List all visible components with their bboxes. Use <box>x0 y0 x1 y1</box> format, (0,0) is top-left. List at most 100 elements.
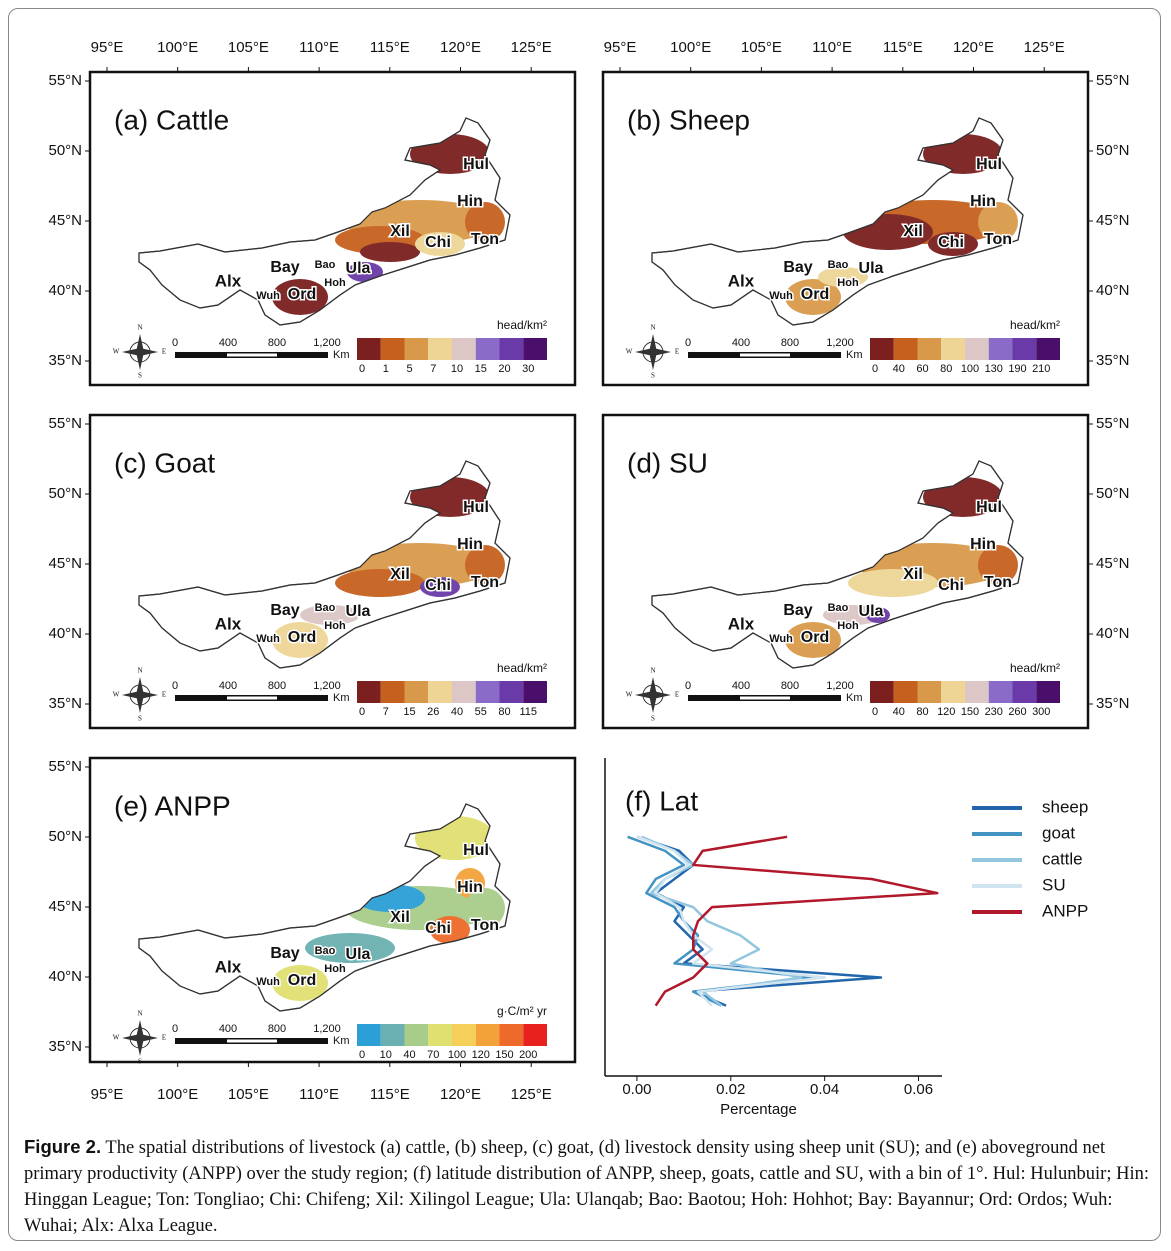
legend-unit: head/km² <box>1010 318 1060 332</box>
legend-swatch <box>428 338 452 360</box>
scale-label: 800 <box>781 337 799 349</box>
scale-label: 800 <box>781 680 799 692</box>
legend-unit: head/km² <box>1010 661 1060 675</box>
legend-swatch <box>894 681 918 703</box>
legend-swatch <box>405 338 429 360</box>
compass-letter: E <box>162 348 166 356</box>
region-label: Ton <box>984 231 1012 248</box>
raster-patch <box>335 569 425 597</box>
region-label: Bao <box>828 602 849 614</box>
lon-tick-label: 120°E <box>440 1086 481 1103</box>
legend-swatch <box>1013 338 1037 360</box>
legend-label: 0 <box>359 363 365 375</box>
lat-tick-label: 40°N <box>48 968 82 985</box>
scale-label: 400 <box>219 680 237 692</box>
region-label: Ord <box>801 629 829 646</box>
region-label: Bay <box>270 259 299 276</box>
legend-swatch <box>500 681 524 703</box>
scale-label: 0 <box>172 1023 178 1035</box>
lon-tick-label: 100°E <box>670 39 711 56</box>
region-label: Hul <box>463 842 489 859</box>
legend-label: 15 <box>475 363 487 375</box>
region-label: Hin <box>970 536 996 553</box>
region-label: Alx <box>728 614 755 633</box>
region-label: Bay <box>783 259 812 276</box>
compass-letter: W <box>113 1034 120 1042</box>
legend-label: 0 <box>359 1049 365 1061</box>
legend-label: ANPP <box>1042 901 1088 920</box>
x-axis-label: Percentage <box>720 1101 797 1118</box>
region-label: Bao <box>315 945 336 957</box>
legend-swatch <box>523 338 547 360</box>
region-label: Ord <box>288 629 316 646</box>
chart-title: (f) Lat <box>625 785 698 816</box>
legend-swatch <box>1013 681 1037 703</box>
scale-label: 1,200 <box>313 1023 341 1035</box>
region-label: Ord <box>801 286 829 303</box>
region-label: Ton <box>984 574 1012 591</box>
region-label: Chi <box>938 577 964 594</box>
scale-bar-segment <box>740 354 790 357</box>
region-label: Bay <box>783 602 812 619</box>
lon-tick-label: 115°E <box>370 1086 410 1103</box>
legend-label: 40 <box>893 706 905 718</box>
region-label: Bao <box>828 259 849 271</box>
legend-label: 260 <box>1008 706 1026 718</box>
scale-label: 1,200 <box>313 337 341 349</box>
legend-swatch <box>405 681 429 703</box>
region-label: Chi <box>425 577 451 594</box>
scale-label: 1,200 <box>826 680 854 692</box>
panel-title: (a) Cattle <box>114 104 229 135</box>
raster-patch <box>355 884 425 912</box>
region-label: Wuh <box>256 633 280 645</box>
lon-tick-label: 105°E <box>741 39 782 56</box>
compass-letter: N <box>137 667 142 675</box>
region-label: Xil <box>390 909 410 926</box>
region-label: Wuh <box>769 290 793 302</box>
legend-unit: head/km² <box>497 661 547 675</box>
lat-tick-label: 50°N <box>48 142 82 159</box>
compass-star <box>635 334 671 370</box>
scale-bar-segment <box>227 1040 277 1043</box>
compass-letter: N <box>650 667 655 675</box>
legend-label: 7 <box>383 706 389 718</box>
lat-tick-label: 35°N <box>48 1038 82 1055</box>
compass-letter: W <box>113 348 120 356</box>
legend-label: 7 <box>430 363 436 375</box>
page: {"panels": [ {"title": "(a) Cattle", "le… <box>0 0 1171 1251</box>
lon-tick-label: 120°E <box>953 39 994 56</box>
legend-label: 80 <box>498 706 510 718</box>
legend-swatch <box>918 338 942 360</box>
region-label: Wuh <box>769 633 793 645</box>
scale-label: 0 <box>685 680 691 692</box>
caption-text: The spatial distributions of livestock (… <box>24 1138 1149 1236</box>
region-label: Xil <box>903 223 923 240</box>
legend-label: 10 <box>380 1049 392 1061</box>
lat-tick-label: 45°N <box>1096 555 1130 572</box>
scale-label: 400 <box>732 680 750 692</box>
legend-label: SU <box>1042 875 1066 894</box>
region-label: Ula <box>859 260 884 277</box>
lon-tick-label: 95°E <box>91 1086 124 1103</box>
compass-star <box>635 677 671 713</box>
caption-label: Figure 2. <box>24 1136 101 1157</box>
compass-star <box>122 1020 158 1056</box>
region-label: Hoh <box>324 963 346 975</box>
region-label: Hul <box>976 499 1002 516</box>
region-label: Ula <box>346 946 371 963</box>
x-tick-label: 0.00 <box>622 1081 651 1098</box>
raster-patch <box>360 242 420 262</box>
region-label: Hul <box>463 156 489 173</box>
lat-tick-label: 40°N <box>1096 282 1130 299</box>
compass-star <box>122 677 158 713</box>
region-label: Hul <box>463 499 489 516</box>
lon-tick-label: 105°E <box>228 39 269 56</box>
compass-letter: W <box>626 348 633 356</box>
legend-label: cattle <box>1042 849 1083 868</box>
region-label: Hin <box>457 193 483 210</box>
series-line <box>642 837 802 1006</box>
compass-letter: N <box>137 324 142 332</box>
lat-tick-label: 55°N <box>48 415 82 432</box>
legend-swatch <box>989 338 1013 360</box>
panel-title: (b) Sheep <box>627 104 750 135</box>
